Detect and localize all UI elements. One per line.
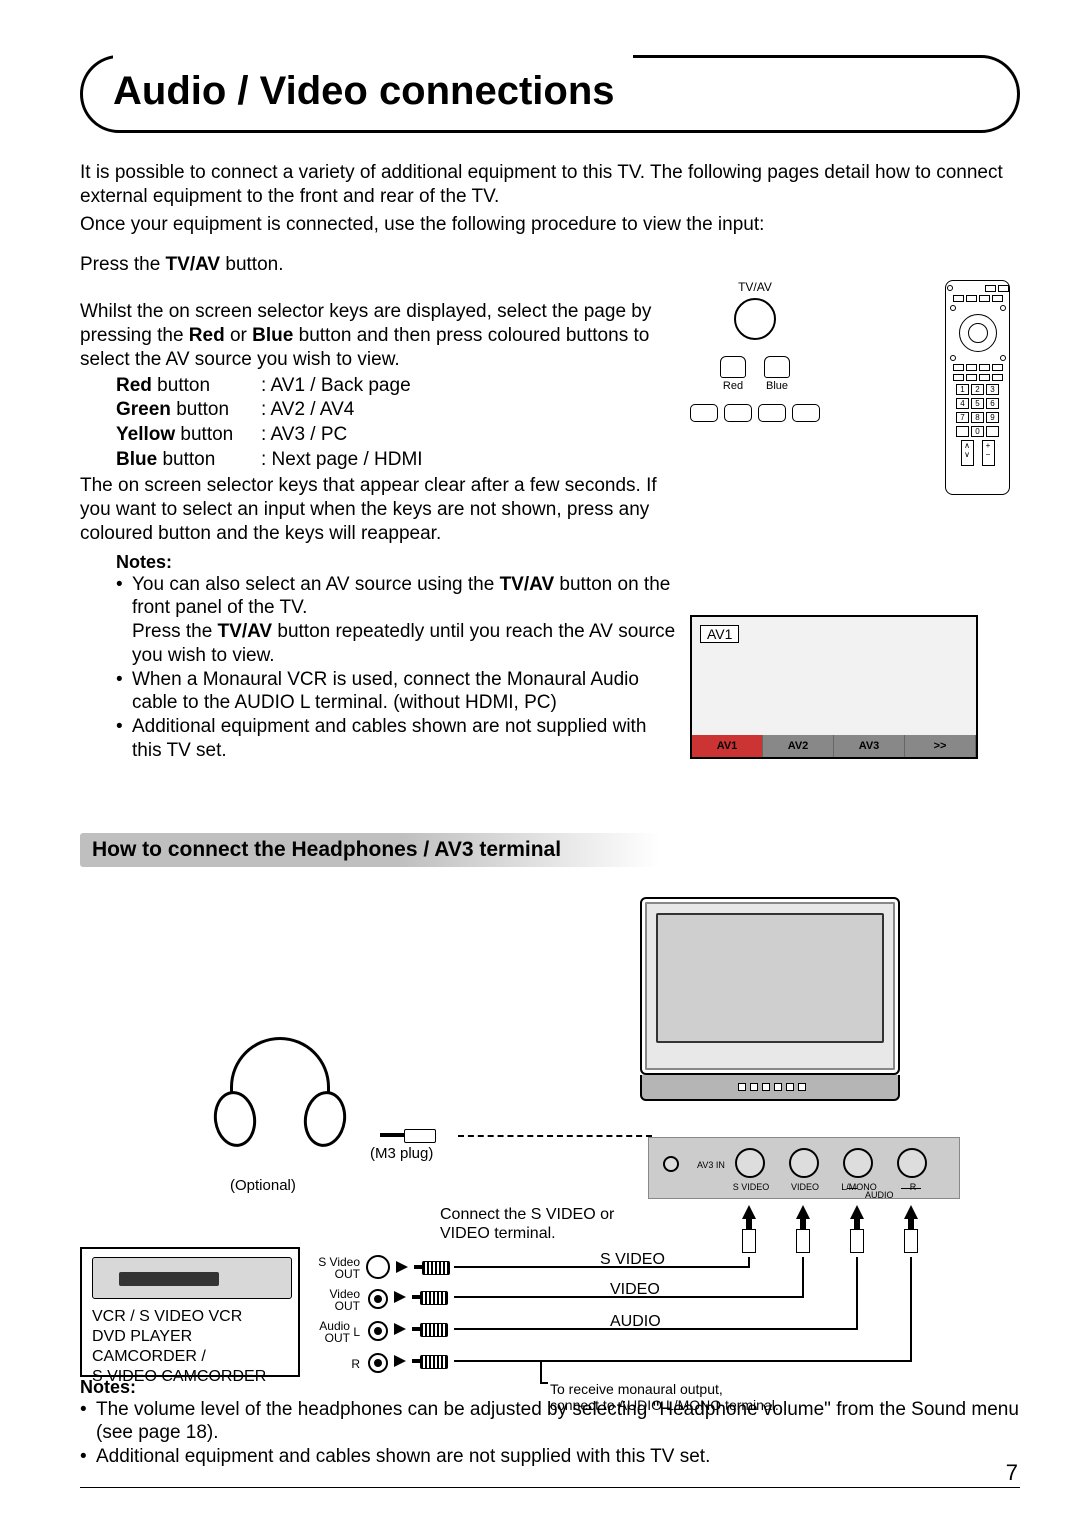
intro-1: It is possible to connect a variety of a…	[80, 161, 1020, 209]
clear-text: The on screen selector keys that appear …	[80, 474, 660, 545]
r-jack-icon	[897, 1148, 927, 1178]
headphones-icon	[210, 1037, 350, 1167]
av3-panel: AV3 IN S VIDEO VIDEO L/MONO R AUDIO	[648, 1137, 960, 1199]
plug-icon	[412, 1323, 452, 1335]
connect-sv-note: Connect the S VIDEO or VIDEO terminal.	[440, 1205, 614, 1243]
tvav-label: TV/AV	[690, 280, 820, 294]
vcr-icon	[92, 1257, 292, 1299]
colour-btn-icon	[758, 404, 786, 422]
notes-head-1: Notes:	[116, 552, 1020, 573]
plug-icon	[414, 1261, 454, 1273]
video-jack-icon	[789, 1148, 819, 1178]
tv-icon	[640, 897, 900, 1075]
footer-rule	[80, 1487, 1020, 1488]
audio-label: AUDIO	[610, 1313, 661, 1331]
page-title: Audio / Video connections	[83, 69, 615, 114]
plug-icon	[412, 1291, 452, 1303]
blue-button-icon	[764, 356, 790, 378]
cable-plug-icon	[796, 1219, 810, 1257]
svideo-label: S VIDEO	[600, 1251, 665, 1269]
osd-cell: >>	[905, 735, 976, 757]
remote-icon: 123 456 789 0 ∧∨+−	[945, 280, 1010, 495]
osd-current: AV1	[700, 625, 739, 643]
cable-plug-icon	[850, 1219, 864, 1257]
intro-2: Once your equipment is connected, use th…	[80, 213, 1020, 237]
lmono-jack-icon	[843, 1148, 873, 1178]
plug-icon	[412, 1355, 452, 1367]
osd-cell: AV1	[692, 735, 763, 757]
press-line: Press the TV/AV button.	[80, 254, 1020, 276]
headphone-cable	[458, 1135, 652, 1137]
osd-cell: AV2	[763, 735, 834, 757]
notes-list-1: • You can also select an AV source using…	[116, 573, 676, 763]
sv-out-jack-icon	[366, 1255, 390, 1279]
colour-btn-icon	[690, 404, 718, 422]
tvav-remote-figure: TV/AV Red Blue 123 456 789 0 ∧∨+−	[690, 280, 1030, 500]
source-device-box: VCR / S VIDEO VCR DVD PLAYER CAMCORDER /…	[80, 1247, 300, 1377]
connection-diagram: AV3 IN S VIDEO VIDEO L/MONO R AUDIO (Opt…	[80, 897, 1020, 1367]
colour-btn-icon	[724, 404, 752, 422]
cable-plug-icon	[904, 1219, 918, 1257]
output-labels: S Video OUT Video OUT Audio OUT L R	[310, 1252, 360, 1380]
cable-plug-icon	[742, 1219, 756, 1257]
m3-label: (M3 plug)	[370, 1145, 433, 1162]
page-title-frame: Audio / Video connections	[80, 55, 1020, 133]
video-label: VIDEO	[610, 1281, 660, 1299]
headphone-jack-icon	[663, 1156, 679, 1172]
optional-label: (Optional)	[230, 1177, 296, 1194]
mono-note: To receive monaural output, connect to A…	[550, 1381, 779, 1413]
red-button-icon	[720, 356, 746, 378]
audio-l-jack-icon	[368, 1321, 388, 1341]
osd-preview: AV1 AV1 AV2 AV3 >>	[690, 615, 978, 759]
av3in-label: AV3 IN	[697, 1160, 725, 1170]
video-out-jack-icon	[368, 1289, 388, 1309]
svideo-jack-icon	[735, 1148, 765, 1178]
section-heading: How to connect the Headphones / AV3 term…	[80, 833, 660, 867]
page-number: 7	[1006, 1460, 1018, 1486]
tvav-button-icon	[734, 298, 776, 340]
osd-cell: AV3	[834, 735, 905, 757]
audio-r-jack-icon	[368, 1353, 388, 1373]
m3-plug-icon	[380, 1129, 460, 1143]
whilst-text: Whilst the on screen selector keys are d…	[80, 300, 660, 371]
colour-btn-icon	[792, 404, 820, 422]
